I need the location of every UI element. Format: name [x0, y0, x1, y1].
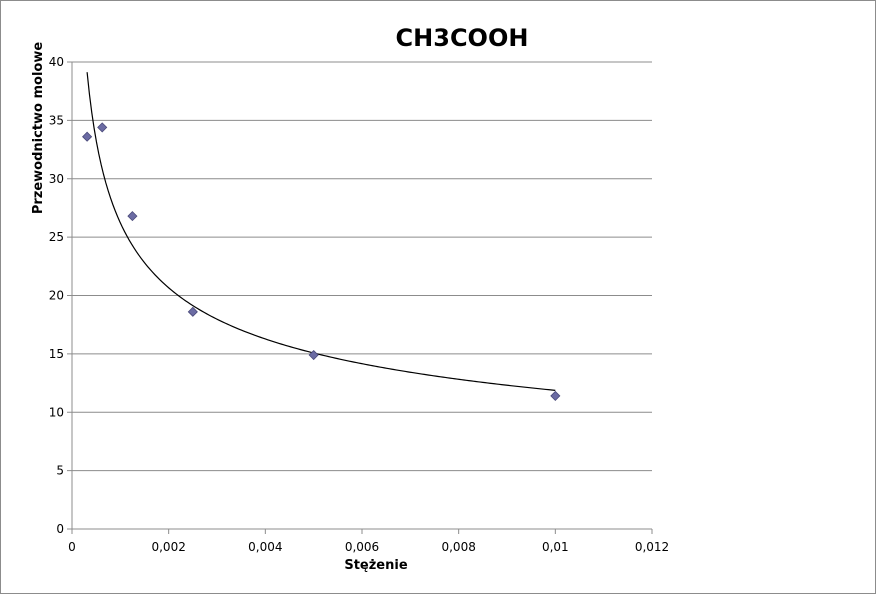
data-point [187, 306, 198, 317]
trendline [86, 72, 556, 391]
axes [67, 61, 653, 534]
data-point [127, 211, 138, 222]
y-tick-label: 15 [49, 347, 64, 361]
y-tick-label: 0 [56, 522, 64, 536]
x-tick-label: 0,002 [151, 540, 185, 554]
x-tick-label: 0,004 [248, 540, 282, 554]
x-axis-title: Stężenie [344, 558, 407, 573]
data-point [97, 122, 108, 133]
x-tick-label: 0 [68, 540, 76, 554]
y-tick-label: 35 [49, 113, 64, 127]
gridlines [72, 61, 652, 472]
data-point [550, 390, 561, 401]
y-tick-label: 25 [49, 230, 64, 244]
tick-labels: 0 5 10 15 20 25 30 35 40 0 0,002 0,004 0,006 0,008 0,0… [49, 55, 669, 554]
chart-title: CH3COOH [396, 24, 529, 52]
x-tick-label: 0,006 [345, 540, 379, 554]
trendline-group [86, 72, 556, 391]
y-axis-title: Przewodnictwo molowe [31, 42, 46, 215]
y-tick-label: 20 [49, 289, 64, 303]
data-point [308, 349, 319, 361]
y-tick-label: 30 [49, 172, 64, 186]
x-tick-label: 0,01 [542, 540, 569, 554]
data-points [82, 122, 561, 401]
data-point [82, 131, 93, 142]
y-tick-label: 10 [49, 405, 64, 419]
y-tick-label: 5 [56, 464, 64, 478]
y-tick-label: 40 [49, 55, 64, 69]
x-tick-label: 0,008 [441, 540, 475, 554]
x-tick-label: 0,012 [635, 540, 669, 554]
